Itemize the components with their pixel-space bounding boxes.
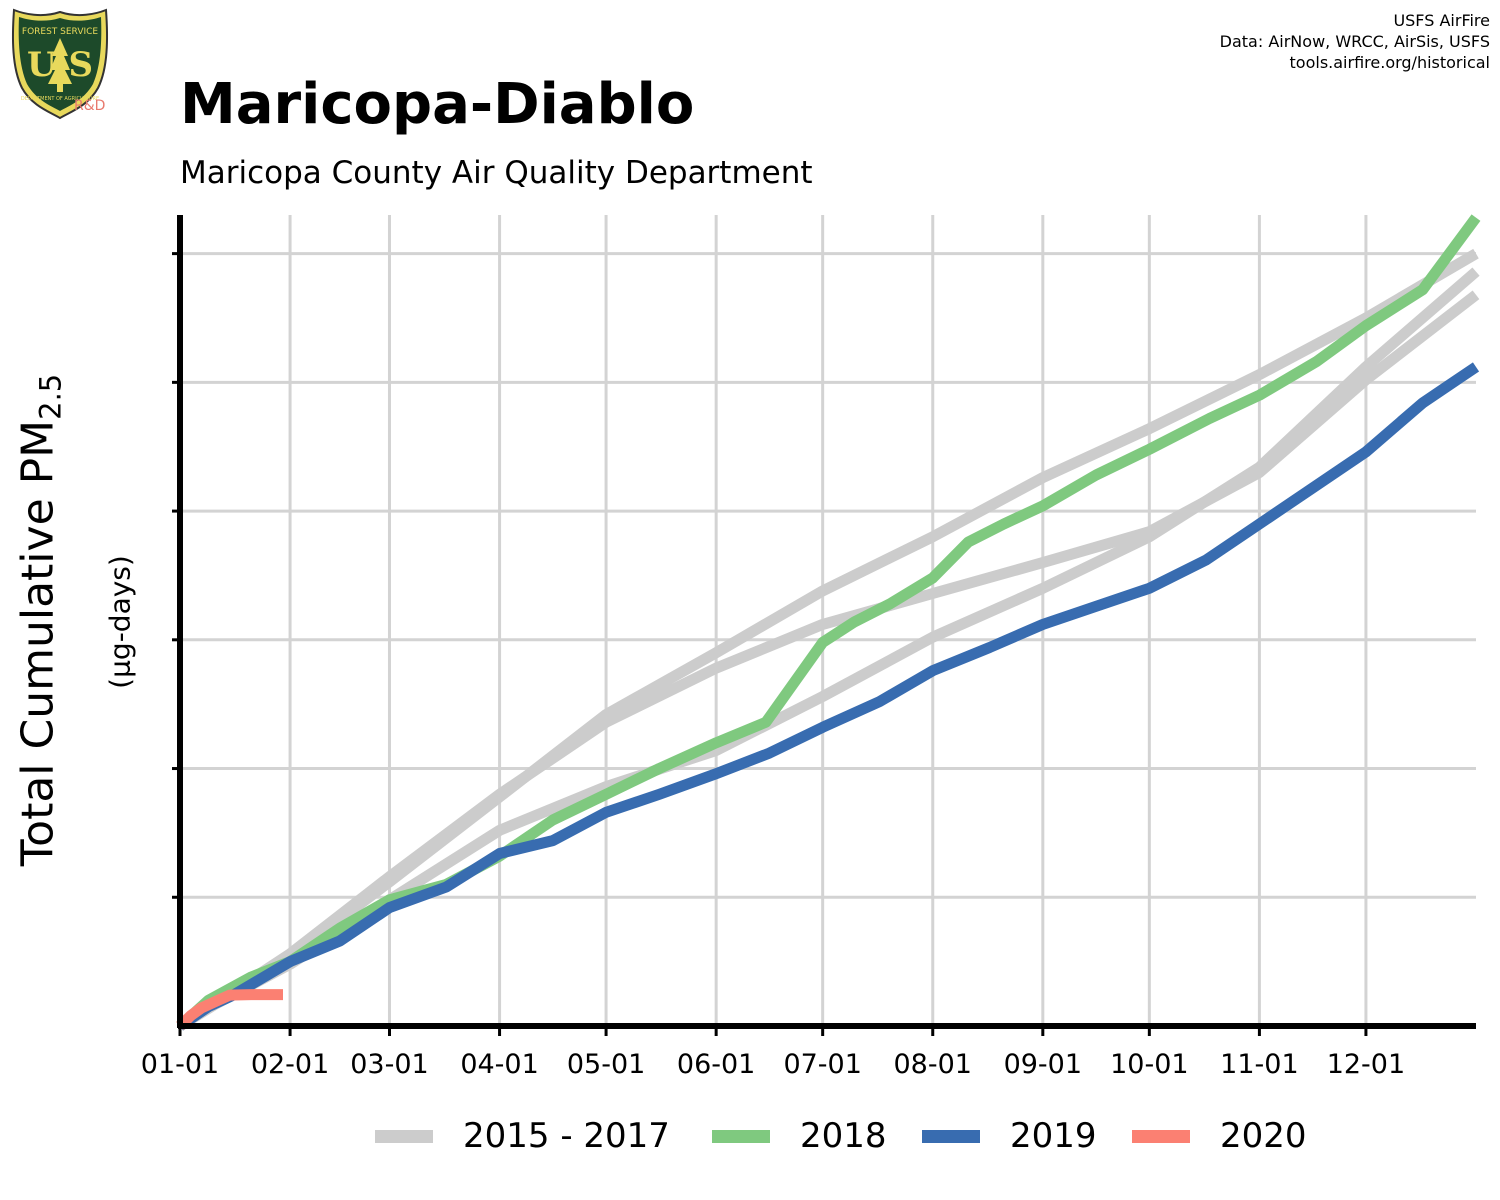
x-tick-label: 06-01: [677, 1049, 755, 1080]
legend-item: 2020: [1132, 1112, 1307, 1160]
cumulative-pm25-chart: 01-01 02-01 03-01 04-01 05-01 06-01 07-01 08-01…: [0, 0, 1500, 1100]
legend-label: 2019: [1010, 1116, 1097, 1156]
legend-item: 2018: [712, 1112, 887, 1160]
legend-label: 2020: [1220, 1116, 1307, 1156]
legend-label: 2018: [800, 1116, 887, 1156]
x-tick-label: 01-01: [141, 1049, 219, 1080]
x-tick-label: 11-01: [1220, 1049, 1298, 1080]
x-tick-label: 03-01: [350, 1049, 428, 1080]
x-tick-label: 02-01: [251, 1049, 329, 1080]
x-tick-label: 07-01: [783, 1049, 861, 1080]
x-tick-label: 08-01: [894, 1049, 972, 1080]
legend-swatch: [712, 1130, 770, 1143]
legend-item: 2015 - 2017: [375, 1112, 670, 1160]
x-tick-label: 05-01: [567, 1049, 645, 1080]
legend-label: 2015 - 2017: [463, 1116, 670, 1156]
x-tick-label: 09-01: [1004, 1049, 1082, 1080]
legend-item: 2019: [922, 1112, 1097, 1160]
x-tick-label: 12-01: [1327, 1049, 1405, 1080]
legend: 2015 - 2017 2018 2019 2020: [0, 1112, 1500, 1162]
legend-swatch: [375, 1130, 433, 1143]
x-tick-label: 10-01: [1110, 1049, 1188, 1080]
series-lines: [180, 218, 1476, 1026]
axes: 01-01 02-01 03-01 04-01 05-01 06-01 07-01 08-01…: [141, 215, 1476, 1080]
legend-swatch: [1132, 1130, 1190, 1143]
x-tick-label: 04-01: [460, 1049, 538, 1080]
legend-swatch: [922, 1130, 980, 1143]
